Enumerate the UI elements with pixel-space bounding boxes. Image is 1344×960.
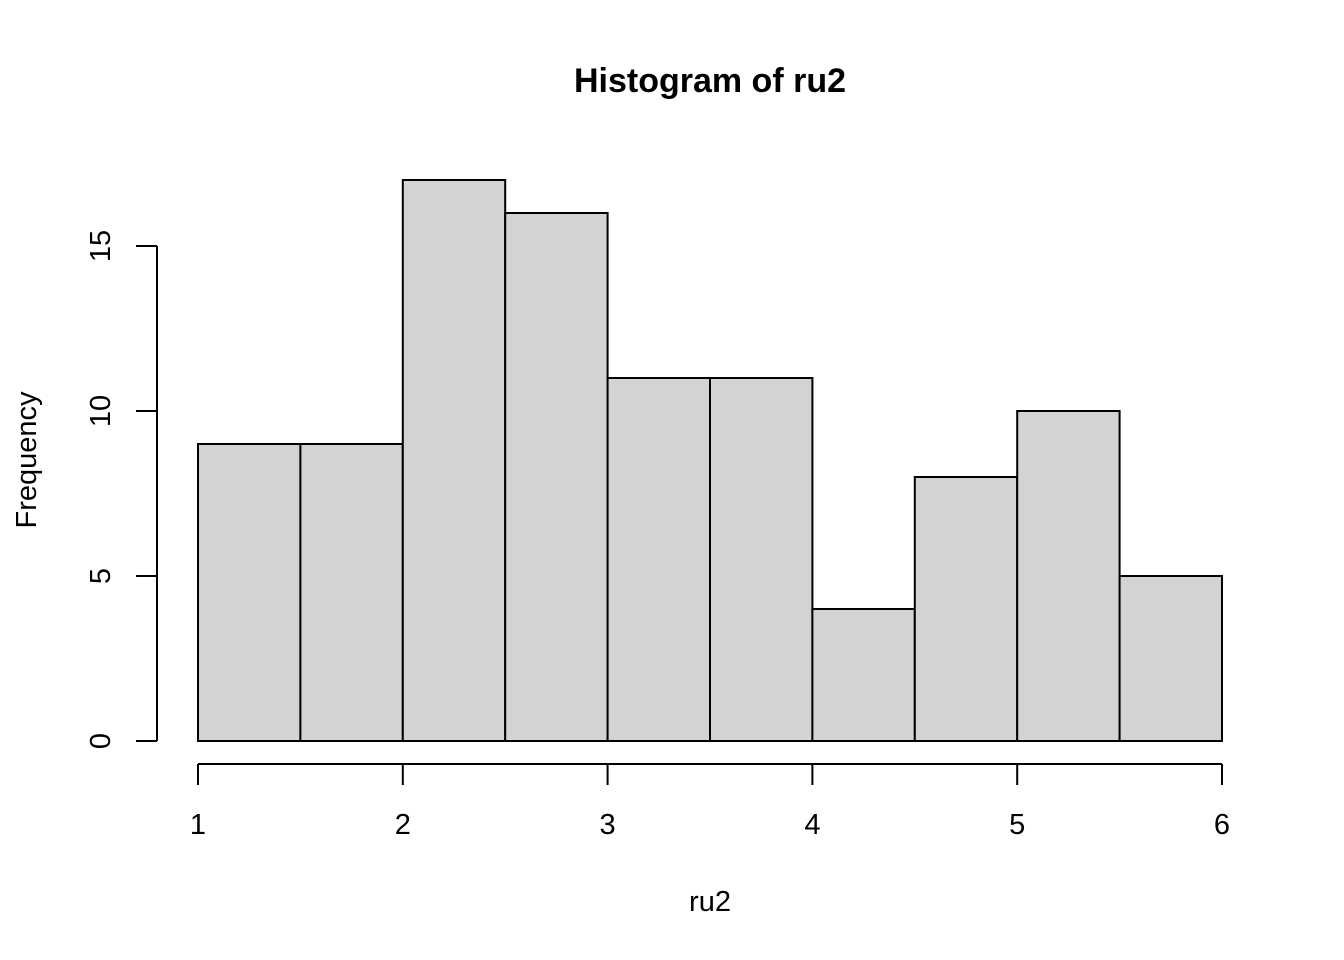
x-tick-label: 3	[600, 809, 616, 841]
x-tick-label: 5	[1009, 809, 1025, 841]
y-tick-label: 10	[85, 395, 117, 427]
x-tick-label: 4	[804, 809, 820, 841]
x-axis-label: ru2	[689, 886, 731, 918]
y-tick-label: 5	[85, 568, 117, 584]
histogram-bar-8	[913, 476, 1019, 742]
y-tick-label: 15	[85, 230, 117, 262]
y-tick-label: 0	[85, 733, 117, 749]
bars-group	[197, 179, 1223, 742]
x-tick-label: 6	[1214, 809, 1230, 841]
x-tick-label: 1	[190, 809, 206, 841]
histogram-bar-1	[197, 443, 302, 742]
chart-title: Histogram of ru2	[574, 62, 846, 100]
y-axis: 0 5 10 15	[85, 230, 158, 749]
histogram-bar-9	[1016, 410, 1121, 742]
y-axis-label: Frequency	[11, 391, 43, 529]
histogram-bar-5	[606, 377, 711, 742]
x-tick-label: 2	[395, 809, 411, 841]
histogram-bar-6	[709, 377, 814, 742]
histogram-bar-10	[1118, 575, 1223, 742]
histogram-bar-3	[401, 179, 507, 742]
histogram-bar-2	[299, 443, 404, 742]
x-axis: 1 2 3 4 5 6	[190, 763, 1230, 841]
histogram-bar-7	[811, 608, 916, 742]
histogram-bar-4	[504, 212, 609, 742]
